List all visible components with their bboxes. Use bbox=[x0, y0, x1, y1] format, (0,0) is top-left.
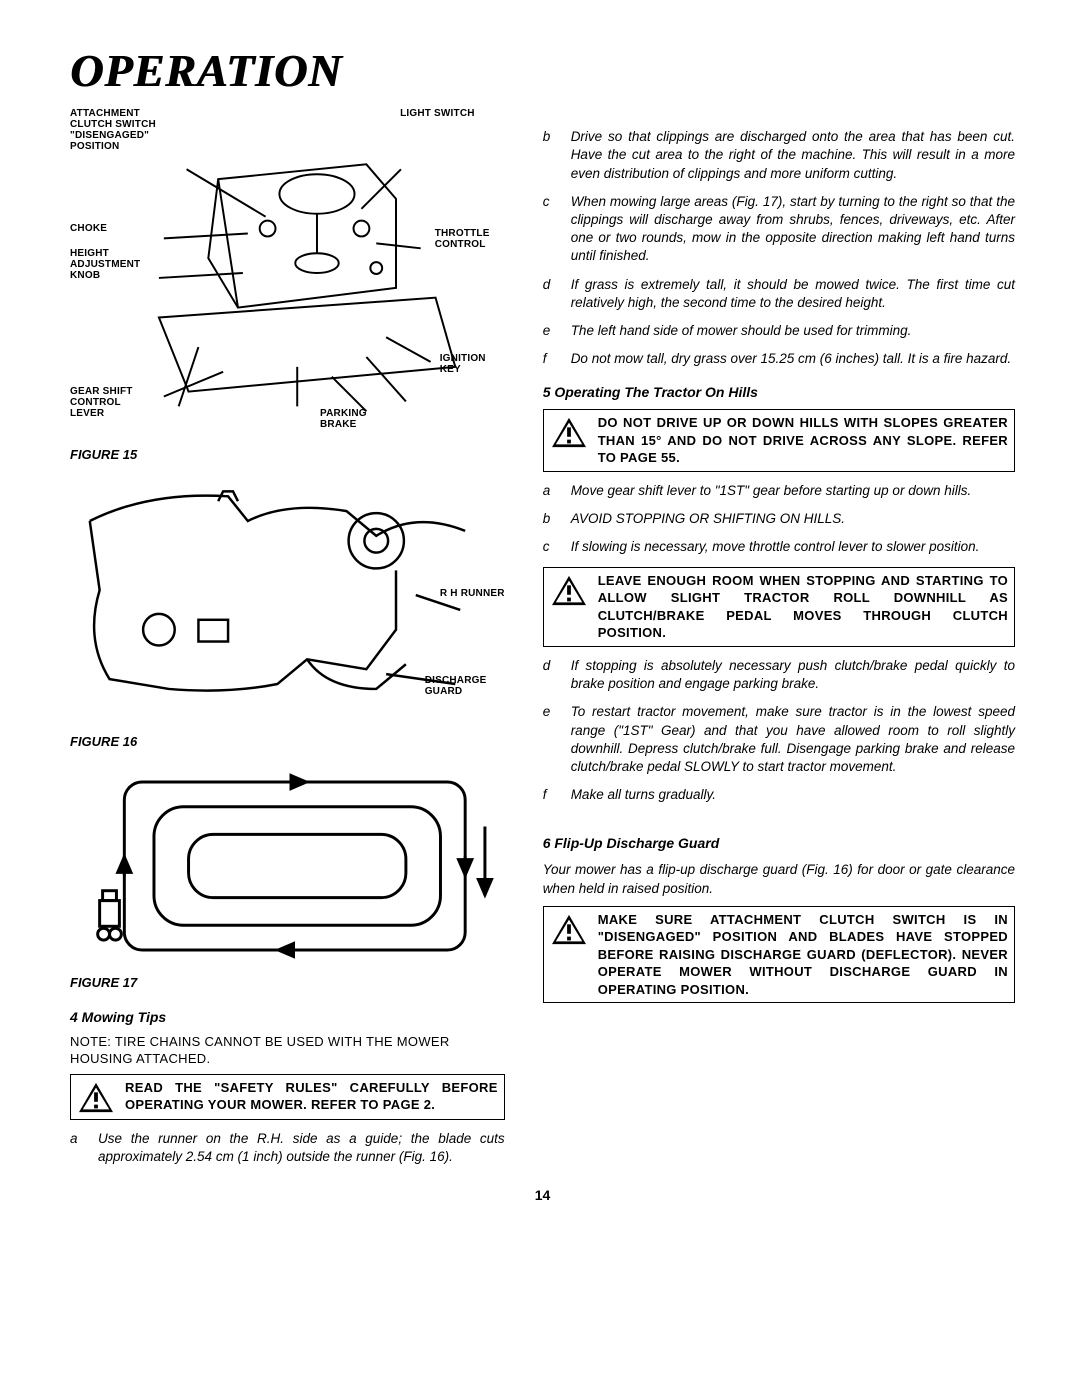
item-4c: c When mowing large areas (Fig. 17), sta… bbox=[543, 193, 1015, 266]
item-4e: e The left hand side of mower should be … bbox=[543, 322, 1015, 340]
warning-discharge: MAKE SURE ATTACHMENT CLUTCH SWITCH IS IN… bbox=[543, 906, 1015, 1004]
body-5f: Make all turns gradually. bbox=[571, 786, 1015, 804]
item-5a: a Move gear shift lever to "1ST" gear be… bbox=[543, 482, 1015, 500]
body-5d: If stopping is absolutely necessary push… bbox=[571, 657, 1015, 693]
warning-hills-1: DO NOT DRIVE UP OR DOWN HILLS WITH SLOPE… bbox=[543, 409, 1015, 472]
label-gearshift: GEAR SHIFT CONTROL LEVER bbox=[70, 386, 150, 419]
label-discharge: DISCHARGE GUARD bbox=[425, 675, 505, 697]
body-5e: To restart tractor movement, make sure t… bbox=[571, 703, 1015, 776]
marker-5c: c bbox=[543, 538, 557, 556]
label-light: LIGHT SWITCH bbox=[400, 108, 475, 119]
marker-4c: c bbox=[543, 193, 557, 266]
marker-4a: a bbox=[70, 1130, 84, 1166]
warning-icon bbox=[550, 574, 588, 608]
section-4-heading: 4 Mowing Tips bbox=[70, 1008, 505, 1027]
label-parking: PARKING BRAKE bbox=[320, 408, 390, 430]
warning-safety-rules: READ THE "SAFETY RULES" CAREFULLY BEFORE… bbox=[70, 1074, 505, 1120]
warning-hills-2-text: LEAVE ENOUGH ROOM WHEN STOPPING AND STAR… bbox=[598, 572, 1008, 642]
item-4d: d If grass is extremely tall, it should … bbox=[543, 276, 1015, 312]
warning-safety-text: READ THE "SAFETY RULES" CAREFULLY BEFORE… bbox=[125, 1079, 498, 1114]
item-4b: b Drive so that clippings are discharged… bbox=[543, 128, 1015, 183]
marker-5e: e bbox=[543, 703, 557, 776]
body-5c: If slowing is necessary, move throttle c… bbox=[571, 538, 1015, 556]
warning-hills-2: LEAVE ENOUGH ROOM WHEN STOPPING AND STAR… bbox=[543, 567, 1015, 647]
warning-icon bbox=[550, 416, 588, 450]
page-title: OPERATION bbox=[70, 40, 1015, 102]
figure-17-svg bbox=[70, 766, 505, 966]
label-ignition: IGNITION KEY bbox=[440, 353, 500, 375]
body-5a: Move gear shift lever to "1ST" gear befo… bbox=[571, 482, 1015, 500]
warning-hills-1-text: DO NOT DRIVE UP OR DOWN HILLS WITH SLOPE… bbox=[598, 414, 1008, 467]
marker-4e: e bbox=[543, 322, 557, 340]
page-number: 14 bbox=[70, 1186, 1015, 1205]
figure-17 bbox=[70, 766, 505, 966]
marker-5d: d bbox=[543, 657, 557, 693]
warning-icon bbox=[77, 1081, 115, 1115]
item-5d: d If stopping is absolutely necessary pu… bbox=[543, 657, 1015, 693]
body-4f: Do not mow tall, dry grass over 15.25 cm… bbox=[571, 350, 1015, 368]
section-4-note: NOTE: TIRE CHAINS CANNOT BE USED WITH TH… bbox=[70, 1033, 505, 1068]
body-4e: The left hand side of mower should be us… bbox=[571, 322, 1015, 340]
label-throttle: THROTTLE CONTROL bbox=[435, 228, 505, 250]
warning-discharge-text: MAKE SURE ATTACHMENT CLUTCH SWITCH IS IN… bbox=[598, 911, 1008, 999]
label-height: HEIGHT ADJUSTMENT KNOB bbox=[70, 248, 160, 281]
section-6-heading: 6 Flip-Up Discharge Guard bbox=[543, 834, 1015, 853]
section-5-heading: 5 Operating The Tractor On Hills bbox=[543, 383, 1015, 402]
body-4c: When mowing large areas (Fig. 17), start… bbox=[571, 193, 1015, 266]
section-6-para: Your mower has a flip-up discharge guard… bbox=[543, 861, 1015, 897]
content-columns: ATTACHMENT CLUTCH SWITCH "DISENGAGED" PO… bbox=[70, 108, 1015, 1176]
marker-4f: f bbox=[543, 350, 557, 368]
marker-4b: b bbox=[543, 128, 557, 183]
item-4f: f Do not mow tall, dry grass over 15.25 … bbox=[543, 350, 1015, 368]
marker-5b: b bbox=[543, 510, 557, 528]
item-4a: a Use the runner on the R.H. side as a g… bbox=[70, 1130, 505, 1166]
label-choke: CHOKE bbox=[70, 223, 107, 234]
left-column: ATTACHMENT CLUTCH SWITCH "DISENGAGED" PO… bbox=[70, 108, 505, 1176]
figure-16: R H RUNNER DISCHARGE GUARD bbox=[70, 480, 505, 725]
marker-4d: d bbox=[543, 276, 557, 312]
body-4a: Use the runner on the R.H. side as a gui… bbox=[98, 1130, 505, 1166]
right-column: b Drive so that clippings are discharged… bbox=[543, 108, 1015, 1176]
item-5c: c If slowing is necessary, move throttle… bbox=[543, 538, 1015, 556]
figure-16-caption: FIGURE 16 bbox=[70, 733, 505, 751]
warning-icon bbox=[550, 913, 588, 947]
marker-5a: a bbox=[543, 482, 557, 500]
item-5f: f Make all turns gradually. bbox=[543, 786, 1015, 804]
figure-17-caption: FIGURE 17 bbox=[70, 974, 505, 992]
body-4b: Drive so that clippings are discharged o… bbox=[571, 128, 1015, 183]
body-4d: If grass is extremely tall, it should be… bbox=[571, 276, 1015, 312]
figure-15-caption: FIGURE 15 bbox=[70, 446, 505, 464]
figure-15: ATTACHMENT CLUTCH SWITCH "DISENGAGED" PO… bbox=[70, 108, 505, 438]
body-5b: AVOID STOPPING OR SHIFTING ON HILLS. bbox=[571, 510, 1015, 528]
label-attachment: ATTACHMENT CLUTCH SWITCH "DISENGAGED" PO… bbox=[70, 108, 180, 152]
label-runner: R H RUNNER bbox=[440, 588, 505, 599]
marker-5f: f bbox=[543, 786, 557, 804]
item-5b: b AVOID STOPPING OR SHIFTING ON HILLS. bbox=[543, 510, 1015, 528]
item-5e: e To restart tractor movement, make sure… bbox=[543, 703, 1015, 776]
